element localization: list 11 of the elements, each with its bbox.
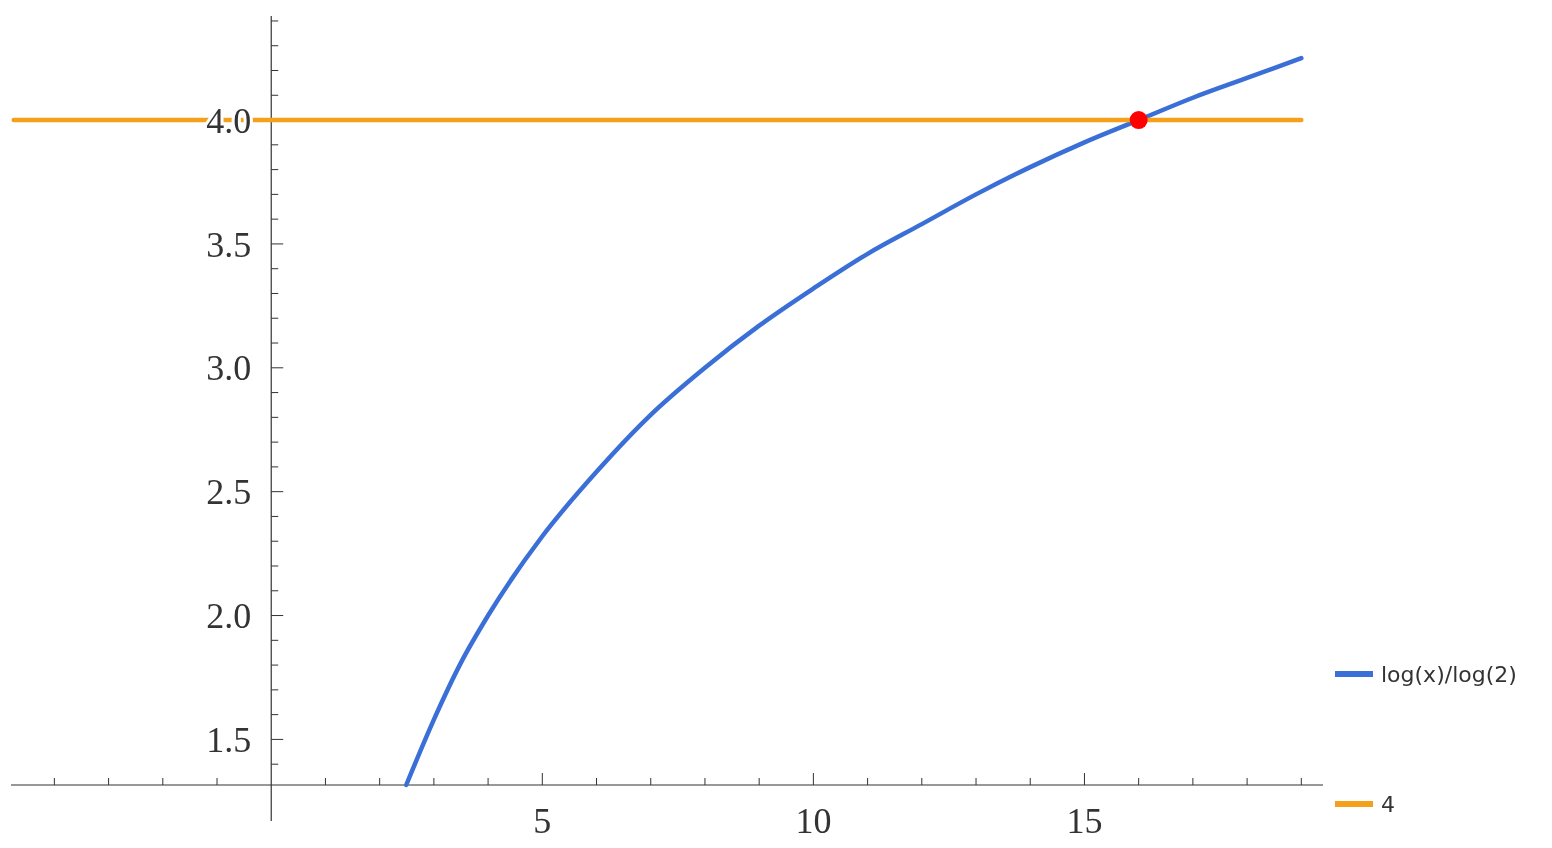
x-tick-label: 5: [533, 801, 552, 841]
y-tick-label: 1.5: [206, 720, 252, 761]
legend-label: log(x)/log(2): [1381, 661, 1517, 687]
y-tick-label: 3.5: [206, 224, 252, 265]
y-tick-label: 2.0: [206, 596, 252, 637]
x-tick-label: 10: [795, 801, 832, 841]
y-tick-label: 2.5: [206, 472, 252, 513]
legend-label: 4: [1381, 791, 1395, 817]
x-tick-label: 15: [1066, 801, 1103, 841]
line-series: [403, 55, 1304, 788]
y-tick-label: 3.0: [206, 348, 252, 389]
